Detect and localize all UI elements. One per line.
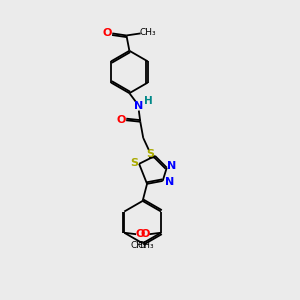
Text: N: N — [134, 100, 143, 110]
Text: O: O — [103, 28, 112, 38]
Text: O: O — [135, 229, 145, 239]
Text: N: N — [167, 161, 177, 171]
Text: CH₃: CH₃ — [140, 28, 156, 37]
Text: S: S — [146, 149, 154, 159]
Text: S: S — [130, 158, 138, 168]
Text: CH₃: CH₃ — [131, 241, 147, 250]
Text: CH₃: CH₃ — [138, 241, 154, 250]
Text: O: O — [116, 115, 126, 125]
Text: N: N — [164, 176, 174, 187]
Text: H: H — [144, 96, 153, 106]
Text: O: O — [141, 229, 150, 239]
